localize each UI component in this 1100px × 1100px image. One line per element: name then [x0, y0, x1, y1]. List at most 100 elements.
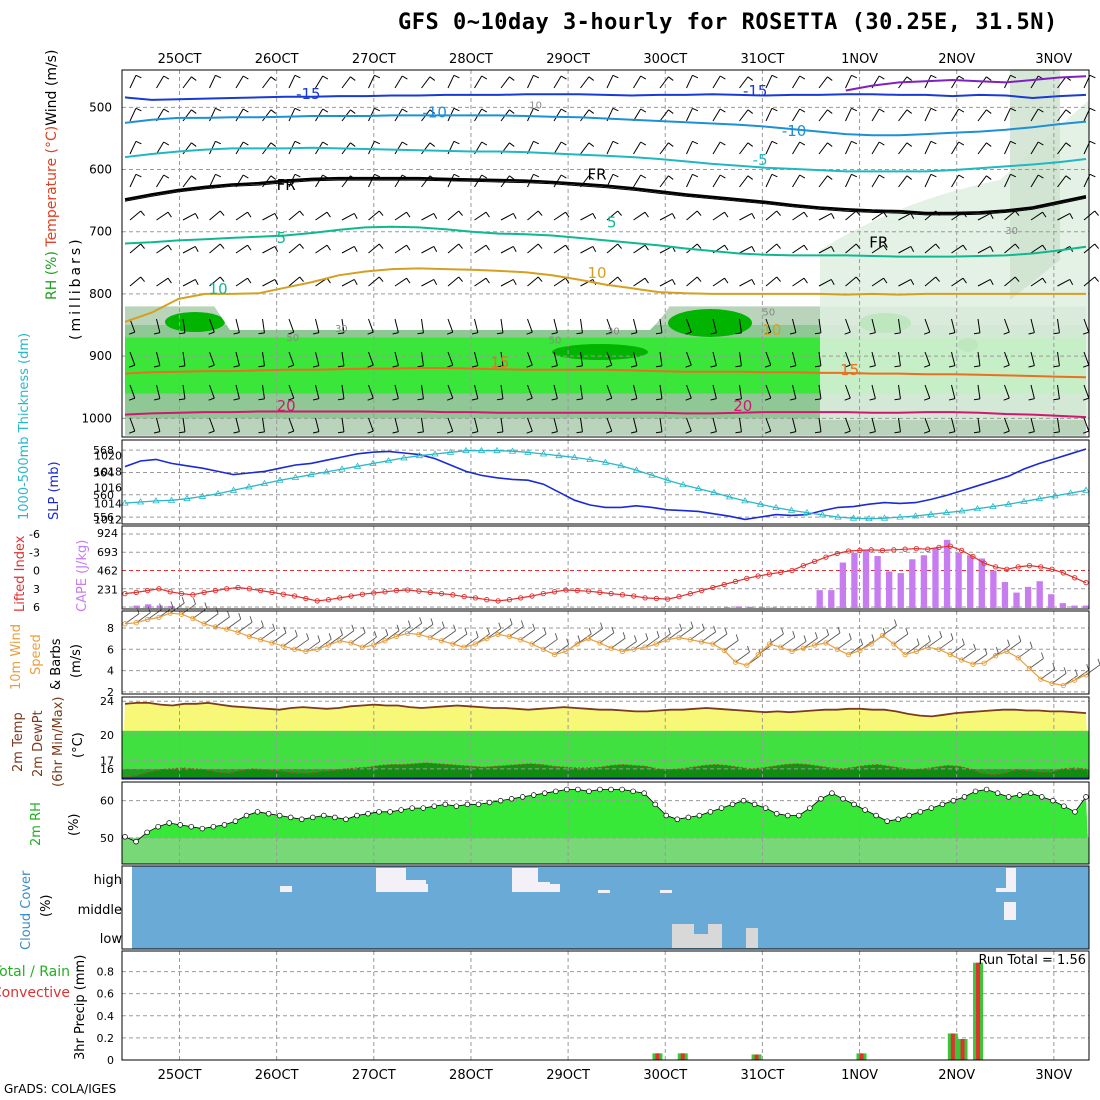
wind-barb-staff [394, 351, 399, 366]
thickness-marker [369, 459, 377, 466]
wind-barb-staff [712, 351, 717, 366]
wind-barb-flag [1065, 175, 1072, 180]
lifted-index-marker [314, 598, 320, 604]
wind10-barb-flag [475, 631, 479, 638]
wind-barb-flag [855, 243, 861, 249]
wind-barb-flag [644, 277, 649, 284]
thickness-marker [1066, 489, 1075, 496]
wind-barb-staff [659, 76, 669, 89]
cape-bar [839, 562, 847, 608]
cape-tick-label: 462 [97, 565, 118, 578]
thickness-marker [1051, 492, 1059, 499]
wind-barb-flag [1065, 109, 1072, 114]
rh2m-marker [210, 823, 217, 830]
wind-barb-staff [792, 351, 797, 366]
cape-bar [1036, 581, 1043, 608]
lifted-index-marker [450, 592, 456, 598]
top-day-label: 1NOV [841, 52, 878, 67]
wind-barb-flag [844, 430, 851, 434]
wind-barb-staff [156, 141, 165, 155]
thickness-marker [787, 506, 796, 513]
thickness-tick-label: 568 [93, 444, 114, 457]
wind-barb-staff [1083, 318, 1090, 333]
wind-barb-flag [458, 243, 463, 249]
wind10-barb-flag [260, 620, 264, 627]
wind-barb-staff [527, 351, 533, 366]
wind-barb-flag [630, 365, 638, 368]
wind-barb-staff [262, 76, 272, 89]
pressure-tick-label: 900 [89, 349, 112, 363]
wind10-marker [438, 638, 445, 644]
wind10-barb-flag [193, 598, 196, 605]
ylabel-minmax: (6hr Min/Max) [51, 697, 66, 787]
wind-barb-flag [219, 276, 225, 282]
wind-barb-staff [951, 141, 960, 155]
rh2m-marker [188, 823, 195, 830]
wind10-barb [893, 633, 909, 645]
wind-barb-staff [394, 417, 399, 432]
wind-barb-flag [242, 141, 249, 146]
wind-barb-flag [496, 332, 504, 335]
wind-barb-flag [350, 76, 356, 81]
wind10-barb [1040, 668, 1056, 680]
wind-barb-staff [1057, 109, 1067, 122]
wind-barb-flag [194, 213, 199, 219]
wind-barb-flag [869, 398, 876, 401]
wind10-marker [563, 648, 569, 655]
wind10-barb-flag [464, 627, 468, 635]
wind-barb-flag [191, 76, 197, 81]
precip-convective-bar [754, 1054, 759, 1060]
wind-barb-flag [560, 174, 567, 179]
lifted-index-marker [902, 546, 908, 552]
cloud-background [132, 866, 1089, 949]
wind-barb-flag [789, 332, 797, 335]
wind-barb-staff [129, 210, 142, 221]
wind-barb-flag [374, 107, 381, 112]
wind-barb-staff [368, 318, 374, 333]
wind-barb-flag [367, 430, 374, 434]
wind10-marker [687, 637, 693, 643]
wind10-barb [950, 644, 965, 655]
cape-bar [1024, 586, 1032, 608]
wind-barb-staff [898, 417, 901, 432]
wind-barb-staff [712, 174, 721, 188]
wind-barb-staff [447, 351, 454, 366]
wind-barb-flag [630, 431, 638, 434]
wind-barb-flag [869, 332, 876, 335]
wind-barb-flag [719, 75, 726, 80]
wind-barb-flag [894, 332, 901, 335]
wind-barb-staff [871, 417, 876, 432]
wind-barb-flag [930, 140, 937, 145]
wind-barb-flag [935, 276, 940, 282]
rh2m-marker [199, 825, 206, 832]
wind-barb-staff [288, 243, 301, 254]
thickness-marker [307, 470, 315, 478]
lifted-index-marker [744, 575, 750, 582]
wind-barb-flag [962, 244, 967, 251]
wind-barb-staff [209, 108, 216, 122]
thickness-marker [555, 451, 563, 459]
wind-barb-staff [262, 384, 265, 399]
wind10-barb [769, 633, 784, 645]
thickness-marker [617, 461, 625, 469]
wind-barb-staff [1057, 318, 1060, 333]
wind-barb-staff [712, 417, 717, 432]
wind-barb-staff [633, 384, 638, 399]
wind-barb-staff [1030, 211, 1043, 221]
wind10-marker [879, 632, 886, 639]
wind-barb-staff [686, 417, 692, 432]
contour-label: 10 [529, 101, 542, 112]
wind-barb-flag [588, 175, 595, 180]
wind10-barb [927, 636, 942, 648]
thickness-marker [446, 448, 455, 455]
wind-barb-flag [710, 365, 717, 368]
lifted-index-marker [291, 593, 298, 599]
wind-barb-staff [686, 318, 692, 333]
cape-bar [747, 606, 754, 608]
lifted-index-marker [642, 595, 648, 601]
wind10-marker [427, 634, 433, 641]
wind-barb-flag [735, 431, 742, 434]
wind-barb-flag [178, 332, 186, 335]
rh2m-marker [950, 797, 957, 804]
thickness-marker [880, 514, 889, 521]
